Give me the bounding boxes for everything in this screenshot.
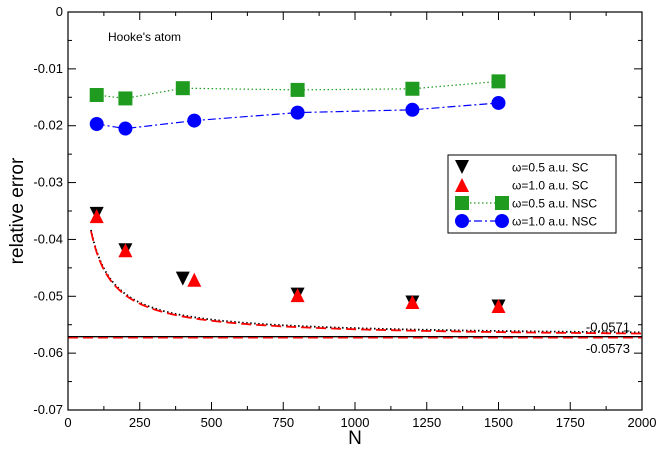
data-point xyxy=(118,91,133,106)
legend-label: ω=1.0 a.u. NSC xyxy=(512,215,597,229)
data-point xyxy=(491,298,506,313)
data-point xyxy=(491,95,506,110)
x-tick-label: 0 xyxy=(64,415,71,430)
data-point xyxy=(491,74,506,89)
data-point xyxy=(118,121,133,136)
axes: 0 250 500 750 1000 1250 1500 1750 2000 0 -0.01 -0.0… xyxy=(33,4,656,430)
data-point xyxy=(89,209,104,224)
data-point xyxy=(175,81,190,96)
reference-line-label: -0.0573 xyxy=(586,341,630,356)
reference-labels: -0.0571 -0.0573 xyxy=(586,320,630,356)
legend-label: ω=0.5 a.u. SC xyxy=(512,161,589,175)
data-point xyxy=(405,294,420,309)
data-point xyxy=(290,288,305,303)
x-tick-label: 1000 xyxy=(341,415,370,430)
data-point xyxy=(187,272,202,287)
data-point xyxy=(290,82,305,97)
x-tick-label: 250 xyxy=(129,415,151,430)
data-point xyxy=(405,81,420,96)
reference-line-label: -0.0571 xyxy=(586,320,630,335)
legend-box xyxy=(447,154,617,234)
x-tick-label: 2000 xyxy=(628,415,657,430)
fit-curve xyxy=(90,229,642,334)
y-tick-label: -0.03 xyxy=(33,175,63,190)
y-tick-label: -0.05 xyxy=(33,288,63,303)
legend-label: ω=0.5 a.u. NSC xyxy=(512,197,597,211)
y-tick-label: -0.02 xyxy=(33,118,63,133)
x-tick-label: 1250 xyxy=(412,415,441,430)
data-point xyxy=(89,117,104,132)
x-tick-label: 1750 xyxy=(556,415,585,430)
fit-curves xyxy=(90,229,642,335)
x-axis-title: N xyxy=(348,428,362,449)
data-point xyxy=(89,88,104,103)
data-point xyxy=(187,113,202,128)
legend-marker xyxy=(495,196,509,210)
data-point xyxy=(175,271,190,286)
y-tick-label: -0.04 xyxy=(33,231,63,246)
y-axis-title: relative error xyxy=(7,157,28,264)
data-point xyxy=(118,243,133,258)
x-tick-label: 750 xyxy=(272,415,294,430)
fit-curve xyxy=(90,230,642,335)
series-markers xyxy=(89,74,506,314)
data-point xyxy=(290,105,305,120)
series-line xyxy=(96,102,499,130)
x-tick-label: 1500 xyxy=(484,415,513,430)
data-point xyxy=(405,102,420,117)
x-tick-label: 500 xyxy=(201,415,223,430)
y-tick-label: -0.06 xyxy=(33,345,63,360)
legend-marker xyxy=(495,214,509,228)
chart-annotation: Hooke's atom xyxy=(108,30,181,44)
legend-marker xyxy=(455,196,469,210)
legend-marker xyxy=(455,214,469,228)
legend-marker xyxy=(455,178,469,192)
legend: ω=0.5 a.u. SC ω=1.0 a.u. SC ω=0.5 a.u. NSC… xyxy=(447,154,617,234)
y-tick-label: 0 xyxy=(56,4,63,19)
y-tick-label: -0.07 xyxy=(33,402,63,417)
reference-lines xyxy=(68,335,642,339)
legend-marker xyxy=(455,160,469,174)
legend-label: ω=1.0 a.u. SC xyxy=(512,179,589,193)
y-tick-label: -0.01 xyxy=(33,61,63,76)
